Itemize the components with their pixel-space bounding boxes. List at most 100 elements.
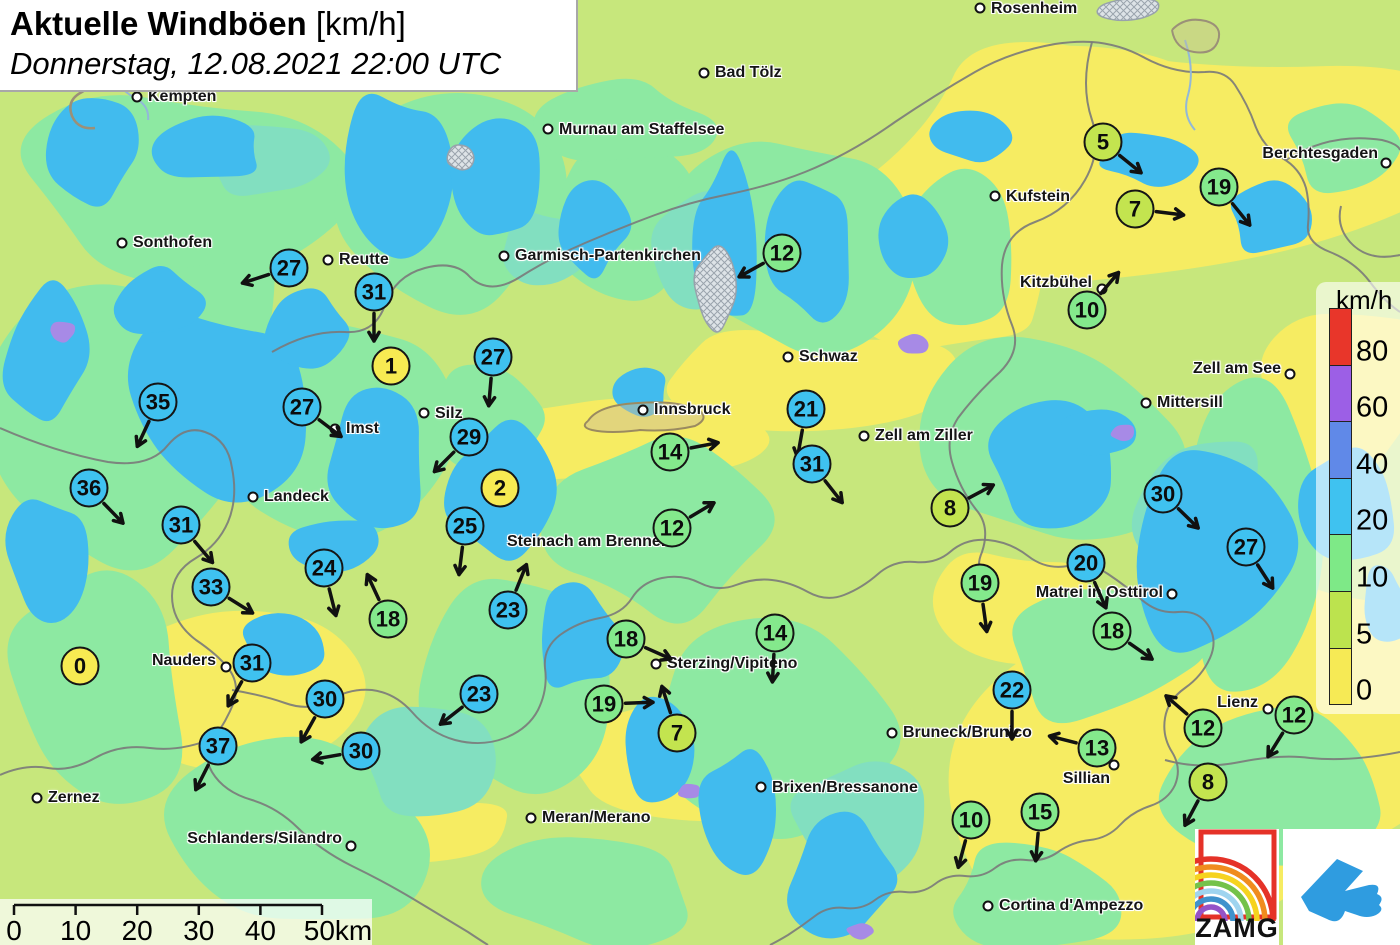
scalebar-tick-label: 50km (304, 915, 372, 945)
title-box: Aktuelle Windböen [km/h] Donnerstag, 12.… (0, 0, 578, 92)
map-detail-line (583, 401, 705, 433)
wind-station: 27 (1226, 527, 1266, 567)
city-marker-dot (31, 792, 43, 804)
station-value: 29 (456, 424, 482, 449)
city-marker-dot (1262, 703, 1274, 715)
city-label: Sterzing/Vipiteno (667, 655, 798, 672)
station-value: 23 (466, 681, 492, 706)
wind-station: 37 (198, 726, 238, 766)
station-value: 30 (1150, 481, 1176, 506)
legend: km/h 80 60 40 20 10 5 0 (1316, 282, 1400, 714)
wind-station: 25 (445, 506, 485, 546)
map-subtitle: Donnerstag, 12.08.2021 22:00 UTC (10, 46, 502, 81)
station-value: 22 (999, 677, 1025, 702)
wind-station: 2 (480, 468, 520, 508)
station-value: 12 (1190, 715, 1216, 740)
scalebar-tick-label: 0 (6, 915, 22, 945)
wind-station: 31 (161, 505, 201, 545)
city-marker-dot (782, 351, 794, 363)
station-value: 21 (793, 396, 819, 421)
city-marker-dot (1108, 759, 1120, 771)
station-value: 1 (384, 353, 398, 378)
station-value: 8 (943, 495, 957, 520)
terrain-patch (362, 706, 496, 817)
wind-station: 12 (652, 508, 692, 548)
station-value: 36 (76, 475, 102, 500)
wind-station: 30 (1143, 474, 1183, 514)
terrain-patch (1230, 180, 1312, 254)
terrain-patch (846, 923, 874, 940)
city-marker-dot (131, 91, 143, 103)
city-label: Lienz (1217, 694, 1258, 711)
wind-station: 12 (762, 233, 802, 273)
station-value: 20 (1073, 550, 1099, 575)
legend-band-label: 0 (1356, 674, 1373, 707)
tirol-mountain-icon (1301, 859, 1382, 922)
city-label: Sillian (1062, 770, 1110, 787)
station-value: 27 (289, 394, 315, 419)
wind-station: 27 (269, 248, 309, 288)
legend-band (1329, 421, 1352, 479)
station-value: 35 (145, 389, 171, 414)
city-marker-dot (858, 430, 870, 442)
wind-station: 21 (786, 389, 826, 429)
station-value: 7 (1128, 196, 1142, 221)
station-value: 27 (276, 255, 302, 280)
wind-station: 27 (282, 387, 322, 427)
wind-station: 19 (584, 684, 624, 724)
country-border (1338, 205, 1400, 258)
scalebar-tick-label: 10 (60, 915, 91, 945)
wind-station: 8 (930, 488, 970, 528)
station-value: 31 (799, 451, 825, 476)
station-value: 27 (480, 344, 506, 369)
wind-station: 33 (191, 567, 231, 607)
legend-band-label: 5 (1356, 618, 1373, 651)
wind-station: 36 (69, 468, 109, 508)
city-label: Sonthofen (133, 234, 213, 251)
terrain-patch (113, 266, 206, 334)
station-value: 19 (591, 691, 617, 716)
legend-band-label: 80 (1356, 335, 1389, 368)
wind-station: 12 (1183, 708, 1223, 748)
legend-band (1329, 591, 1352, 649)
station-value: 15 (1027, 799, 1053, 824)
wind-station: 15 (1020, 792, 1060, 832)
wind-station: 18 (368, 599, 408, 639)
terrain-patch (878, 194, 949, 279)
station-value: 31 (168, 512, 194, 537)
city-label: Zell am See (1192, 360, 1281, 377)
scalebar-tick-label: 40 (245, 915, 276, 945)
scale-bar: 0 10 20 30 40 50km (0, 899, 372, 945)
station-value: 8 (1201, 769, 1215, 794)
lake-hatch (693, 245, 737, 333)
city-label: Cortina d'Ampezzo (999, 897, 1144, 914)
station-value: 19 (1206, 174, 1232, 199)
city-label: Kufstein (1006, 188, 1070, 205)
terrain-patch (2, 280, 90, 422)
city-marker-dot (1166, 588, 1178, 600)
station-value: 27 (1233, 534, 1259, 559)
terrain-patch (327, 387, 421, 529)
city-marker-dot (418, 407, 430, 419)
city-marker-dot (220, 661, 232, 673)
city-marker-dot (974, 2, 986, 14)
terrain-patch (929, 110, 1013, 163)
legend-band-label: 10 (1356, 561, 1389, 594)
terrain-patch (698, 749, 777, 875)
city-label: Kitzbühel (1020, 274, 1092, 291)
city-marker-dot (542, 123, 554, 135)
city-label: Reutte (339, 251, 389, 268)
legend-band-label: 40 (1356, 448, 1389, 481)
map-title-line: Aktuelle Windböen [km/h] (10, 5, 576, 43)
city-label: Rosenheim (991, 0, 1078, 17)
tirol-logo (1283, 829, 1400, 945)
country-border (1285, 137, 1400, 161)
wind-station: 18 (1092, 611, 1132, 651)
terrain-patch (677, 783, 700, 799)
terrain-patch (964, 45, 1197, 133)
wind-station: 10 (1067, 290, 1107, 330)
city-label: Silz (435, 405, 463, 422)
city-label: Schwaz (799, 348, 858, 365)
